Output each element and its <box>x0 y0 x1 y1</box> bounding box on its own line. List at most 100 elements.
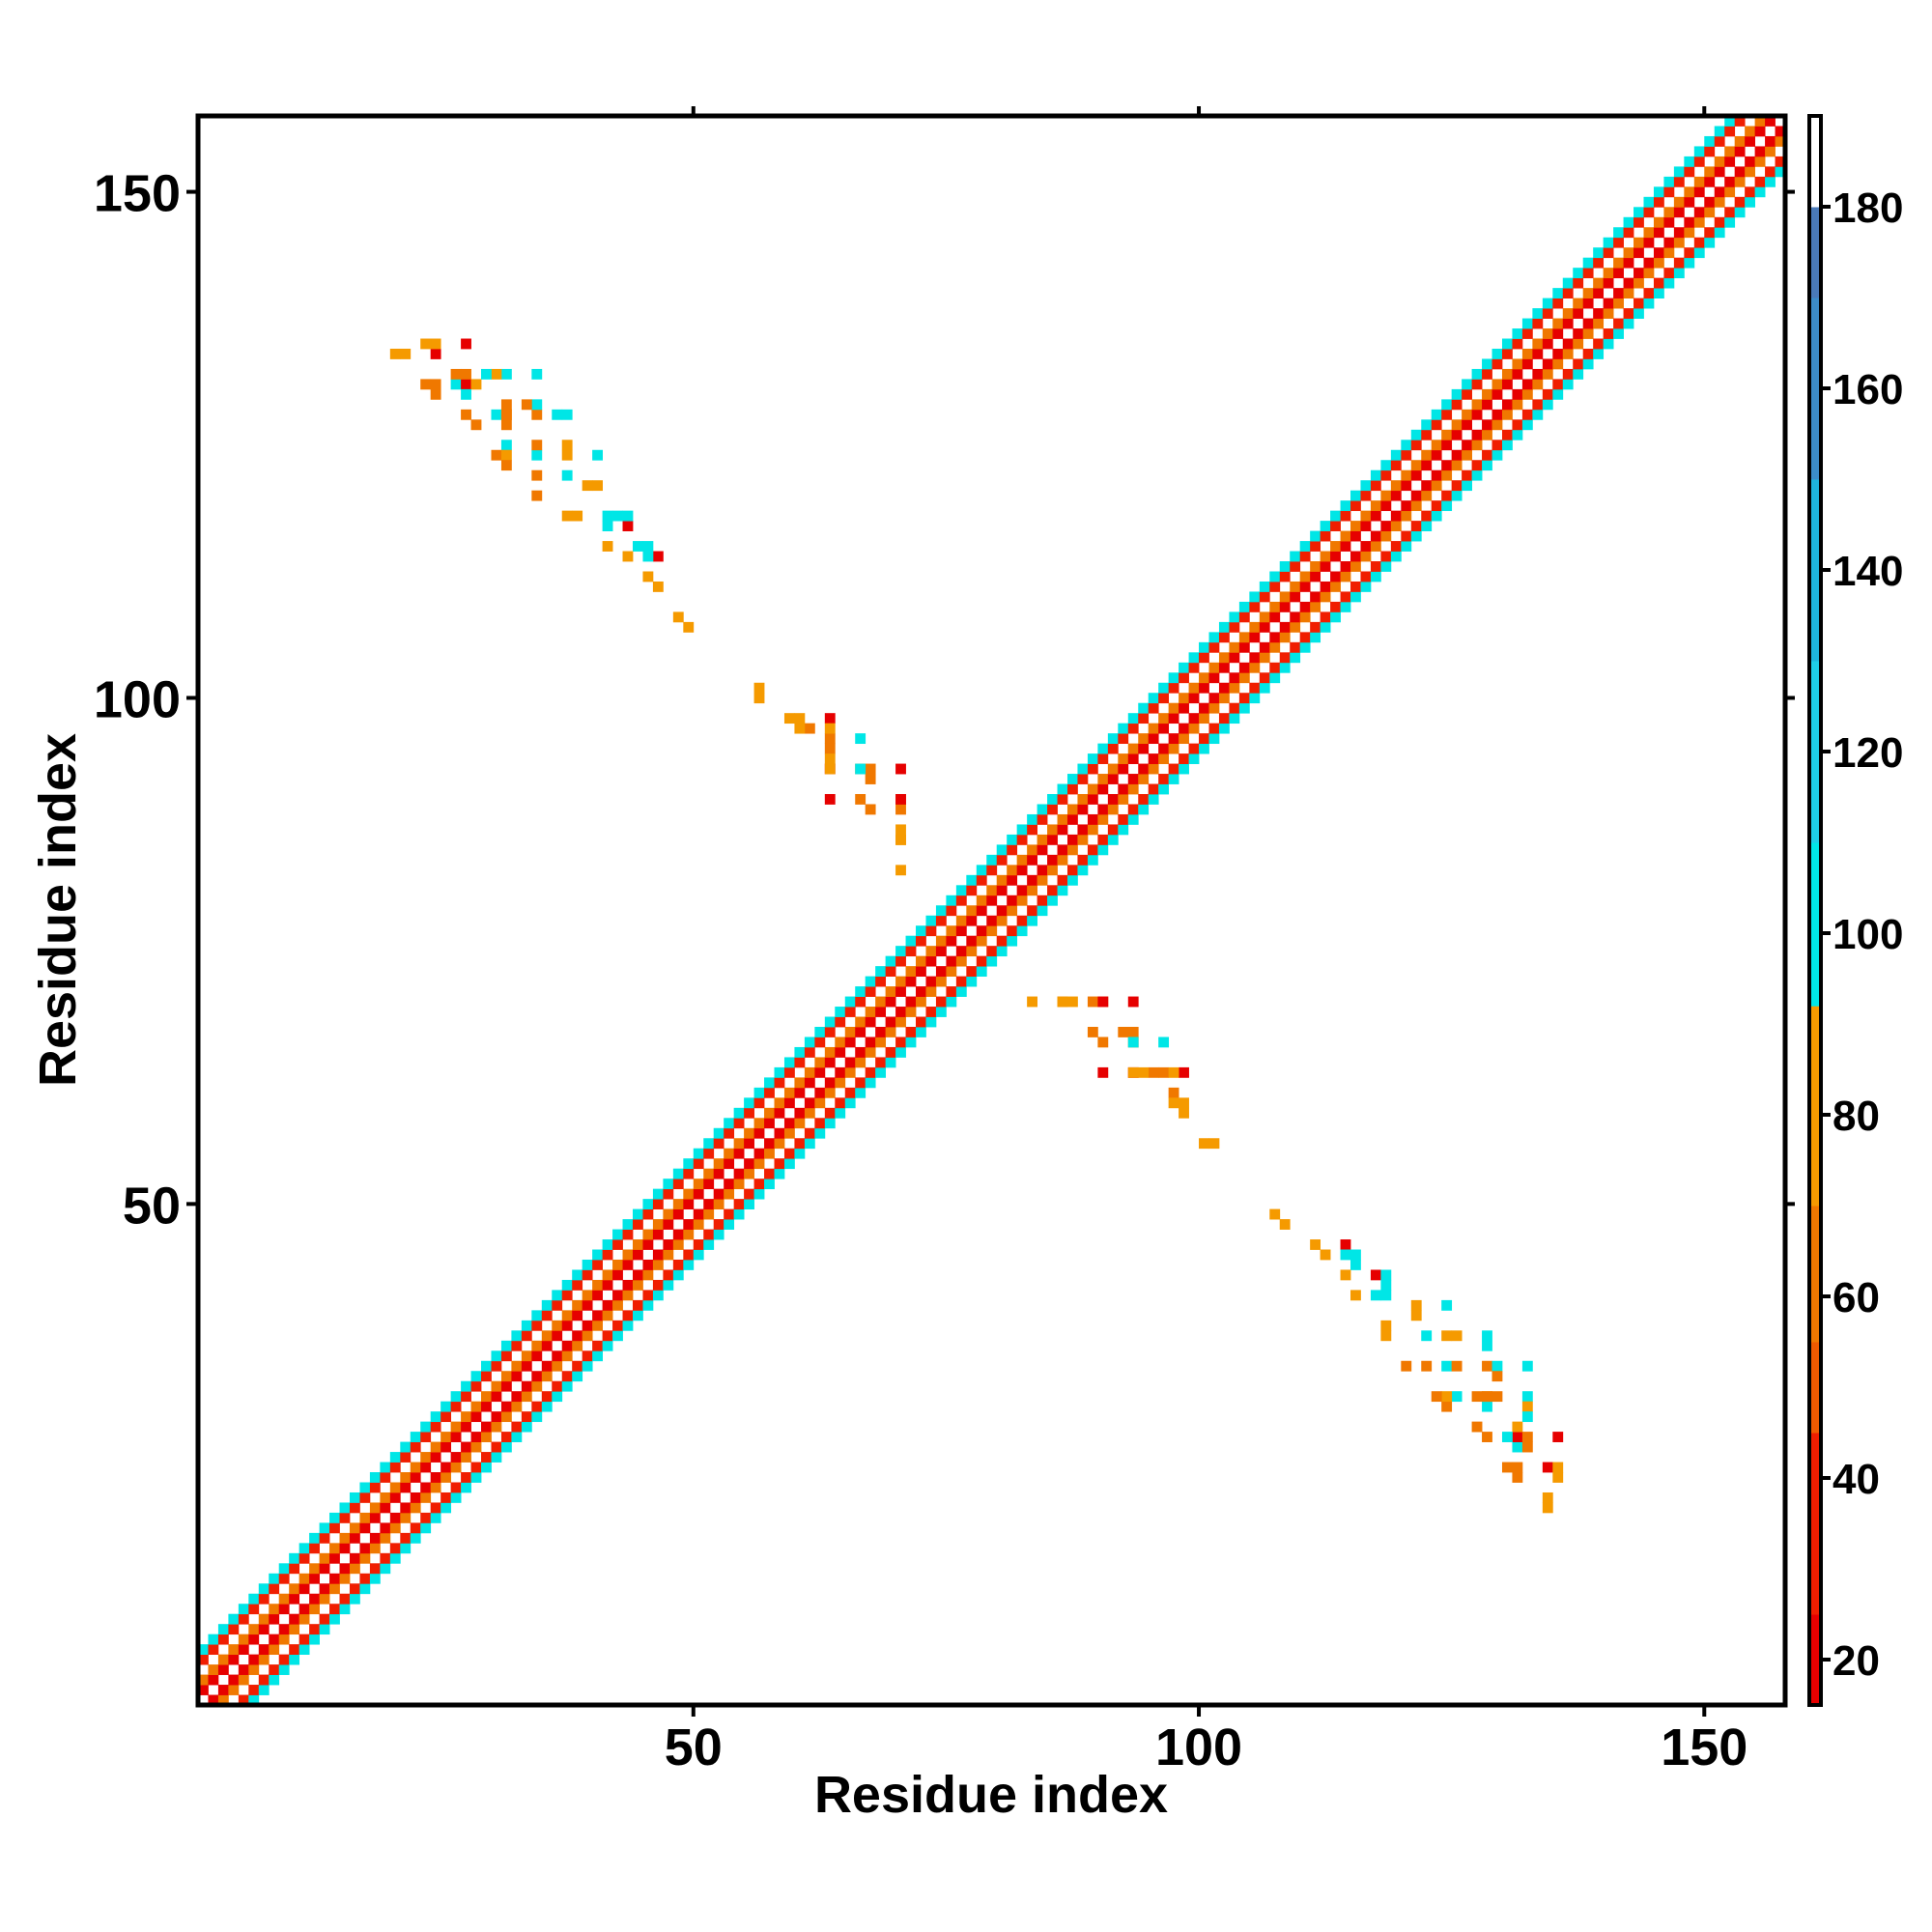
heatmap-cell <box>724 1118 735 1129</box>
heatmap-cell <box>824 794 836 805</box>
heatmap-cell <box>1623 216 1634 228</box>
heatmap-cell <box>663 1239 674 1250</box>
heatmap-cell <box>652 1188 664 1200</box>
heatmap-cell <box>824 1107 836 1119</box>
heatmap-cell <box>1037 804 1048 815</box>
heatmap-cell <box>612 1239 623 1250</box>
heatmap-cell <box>1542 328 1553 339</box>
heatmap-cell <box>1097 1066 1109 1078</box>
heatmap-cell <box>582 1330 593 1342</box>
heatmap-cell <box>1532 318 1544 329</box>
heatmap-cell <box>198 1685 209 1695</box>
heatmap-cell <box>905 996 917 1008</box>
heatmap-cell <box>632 1269 643 1281</box>
heatmap-cell <box>632 1239 643 1250</box>
heatmap-cell <box>1087 1026 1098 1037</box>
heatmap-cell <box>531 1401 543 1412</box>
heatmap-cell <box>986 854 998 866</box>
heatmap-cell <box>1451 480 1463 492</box>
heatmap-cell <box>1451 399 1463 411</box>
heatmap-cell <box>1421 521 1433 531</box>
heatmap-cell <box>1370 469 1381 481</box>
heatmap-cell <box>1380 1320 1392 1331</box>
heatmap-cell <box>500 399 512 411</box>
heatmap-cell <box>1148 702 1159 714</box>
heatmap-cell <box>278 1664 290 1675</box>
heatmap-cell <box>1330 611 1341 623</box>
heatmap-cell <box>1269 601 1281 612</box>
heatmap-cell <box>955 885 967 896</box>
heatmap-cell <box>1340 1249 1351 1261</box>
heatmap-cell <box>531 449 543 461</box>
heatmap-cell <box>359 1522 371 1534</box>
heatmap-cell <box>1532 409 1544 420</box>
heatmap-cell <box>410 1462 421 1473</box>
heatmap-cell <box>1340 510 1351 522</box>
heatmap-cell <box>289 1583 300 1595</box>
heatmap-cell <box>592 1290 603 1301</box>
heatmap-cell <box>248 1593 260 1605</box>
heatmap-cell <box>592 480 603 492</box>
heatmap-cell <box>410 1502 421 1514</box>
heatmap-cell <box>258 1583 270 1595</box>
heatmap-cell <box>1482 449 1492 461</box>
heatmap-cell <box>521 1330 532 1342</box>
heatmap-cell <box>1127 774 1139 784</box>
heatmap-cell <box>1097 813 1109 825</box>
heatmap-cell <box>1057 813 1068 825</box>
heatmap-cell <box>269 1674 280 1686</box>
colorbar-bin <box>1809 116 1821 208</box>
heatmap-cell <box>541 1340 553 1351</box>
heatmap-cell <box>1593 257 1605 269</box>
heatmap-cell <box>1410 440 1422 451</box>
heatmap-cell <box>1482 1360 1492 1372</box>
heatmap-cell <box>1016 885 1028 896</box>
heatmap-cell <box>1410 521 1422 531</box>
heatmap-cell <box>1107 733 1119 745</box>
heatmap-cell <box>642 1269 654 1281</box>
heatmap-cell <box>693 1208 704 1220</box>
heatmap-cell <box>1643 257 1655 269</box>
heatmap-cell <box>248 1654 260 1665</box>
heatmap-cell <box>339 1532 351 1544</box>
heatmap-cell <box>349 1593 360 1605</box>
heatmap-cell <box>1127 783 1139 795</box>
heatmap-cell <box>683 1188 695 1200</box>
heatmap-cell <box>420 1462 432 1473</box>
heatmap-cell <box>1562 348 1574 359</box>
heatmap-cell <box>1542 388 1553 400</box>
heatmap-cell <box>440 1441 452 1453</box>
heatmap-cell <box>1482 419 1492 431</box>
heatmap-cell <box>389 1492 401 1503</box>
heatmap-cell <box>309 1563 320 1575</box>
heatmap-cell <box>521 1380 532 1392</box>
heatmap-cell <box>531 399 543 411</box>
heatmap-cell <box>1188 682 1200 694</box>
heatmap-cell <box>1714 227 1725 239</box>
heatmap-cell <box>875 1037 887 1048</box>
heatmap-cell <box>1057 885 1068 896</box>
heatmap-cell <box>1127 804 1139 815</box>
heatmap-cell <box>1745 126 1755 137</box>
heatmap-cell <box>1704 176 1716 187</box>
heatmap-cell <box>774 1158 785 1170</box>
heatmap-cell <box>1684 166 1695 178</box>
heatmap-cell <box>1370 530 1381 542</box>
heatmap-cell <box>1290 652 1301 664</box>
heatmap-cell <box>602 510 613 522</box>
heatmap-cell <box>592 1259 603 1270</box>
heatmap-cell <box>1492 440 1503 451</box>
heatmap-cell <box>228 1654 240 1665</box>
heatmap-cell <box>1521 358 1533 370</box>
heatmap-cell <box>955 986 967 997</box>
heatmap-cell <box>693 1179 704 1190</box>
colorbar-bin <box>1809 1433 1821 1615</box>
heatmap-cell <box>1249 693 1261 704</box>
heatmap-cell <box>1401 449 1412 461</box>
heatmap-cell <box>289 1552 300 1564</box>
heatmap-cell <box>1552 358 1564 370</box>
heatmap-cell <box>1310 1239 1321 1250</box>
heatmap-cell <box>420 1482 432 1493</box>
heatmap-cell <box>1593 338 1605 350</box>
heatmap-cell <box>1653 196 1664 208</box>
